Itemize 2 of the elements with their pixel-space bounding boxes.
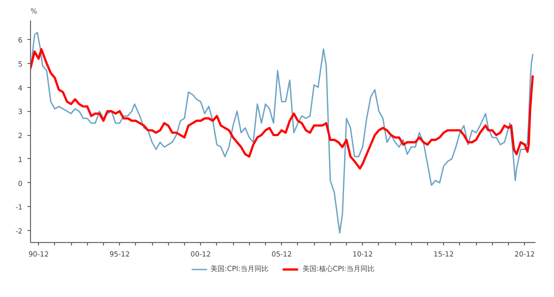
line-series [30,48,534,170]
line-series [30,32,534,234]
